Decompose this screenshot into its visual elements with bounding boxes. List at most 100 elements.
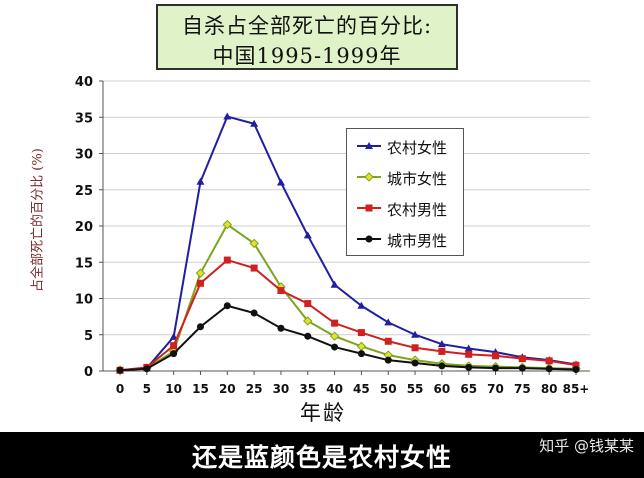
data-point-urban-female [303,316,313,326]
legend-marker-rural-female [365,142,373,149]
data-point-rural-female [437,340,446,348]
data-point-urban-male [170,350,178,358]
y-axis-label: 占全部死亡的百分比 (%) [30,148,46,292]
data-point-rural-male [572,361,580,369]
x-tick-label: 85+ [563,382,590,396]
series-line-urban-male [119,304,577,372]
legend-label-urban-female: 城市女性 [387,170,448,188]
x-tick-label: 10 [165,382,182,396]
x-tick-label: 70 [487,382,504,396]
data-point-rural-female [330,280,339,288]
legend-label-urban-male: 城市男性 [387,232,448,250]
data-point-rural-male [438,347,446,355]
x-tick-label: 65 [460,382,477,396]
data-point-urban-male [116,366,124,374]
data-point-rural-female [169,332,178,340]
legend-swatch-rural-male [357,204,381,212]
data-point-urban-male [277,324,285,332]
data-point-urban-female [222,219,233,230]
data-point-urban-male [357,350,365,358]
data-point-rural-female [223,112,232,120]
data-point-rural-male [304,300,312,308]
x-tick-label: 80 [541,382,558,396]
data-point-rural-male [465,350,473,358]
watermark: 知乎 @钱某某 [539,437,634,455]
caption-bar: 还是蓝颜色是农村女性 知乎 @钱某某 [0,432,644,478]
series-line-rural-male [119,258,577,372]
data-point-urban-male [438,362,446,370]
data-point-rural-male [384,337,392,345]
legend-swatch-urban-female [357,172,381,182]
data-point-rural-male [170,342,178,350]
legend-label-rural-female: 农村女性 [387,139,448,157]
y-tick-label: 30 [75,148,93,163]
data-point-rural-female [411,330,420,338]
data-point-rural-male [492,352,500,360]
y-tick-label: 10 [75,293,93,308]
chart-title-box: 自杀占全部死亡的百分比: 中国1995-1999年 [156,4,458,70]
data-point-urban-female [249,238,259,249]
chart-legend: 农村女性 城市女性 农村男性 城市男性 [346,128,464,256]
x-tick-label: 60 [434,382,451,396]
data-point-urban-male [411,359,419,367]
x-tick-label: 15 [192,382,209,396]
data-point-urban-male [572,366,580,374]
legend-marker-urban-male [365,235,373,243]
data-point-urban-female [195,268,206,278]
data-point-urban-male [384,356,392,364]
data-point-urban-male [250,309,258,317]
legend-label-rural-male: 农村男性 [387,201,448,219]
data-point-rural-female [357,301,366,309]
data-point-rural-female [196,177,205,185]
data-point-rural-male [277,287,285,295]
legend-swatch-rural-female [357,142,381,149]
x-tick-label: 75 [514,382,531,396]
y-tick-label: 40 [75,75,93,90]
data-point-urban-female [329,331,340,341]
data-point-urban-male [492,364,500,372]
x-tick-label: 40 [326,382,343,396]
y-tick-label: 35 [75,111,93,126]
data-point-urban-male [143,365,151,373]
data-point-urban-female [356,341,367,352]
data-point-rural-female [250,119,259,127]
line-chart: 0 5 10 15 20 25 30 35 40 0 5 10 15 20 25 30 35 40 45 50 55 60… [75,75,590,396]
data-point-urban-male [304,332,312,340]
data-point-urban-male [518,364,526,372]
legend-marker-urban-female [364,172,374,182]
data-point-urban-male [465,363,473,371]
data-point-urban-male [545,365,553,373]
data-point-rural-male [518,355,526,363]
x-tick-label: 25 [246,382,263,396]
x-tick-label: 45 [353,382,370,396]
x-axis-label: 年龄 [300,401,346,425]
x-tick-label: 35 [299,382,316,396]
data-point-rural-male [223,256,231,264]
chart-title-line1: 自杀占全部死亡的百分比: [181,14,433,38]
chart-title-line2: 中国1995-1999年 [212,44,402,68]
data-point-rural-female [384,318,393,326]
legend-marker-rural-male [365,204,373,212]
legend-swatch-urban-male [357,235,381,243]
x-tick-label: 5 [143,382,151,396]
x-tick-label: 50 [380,382,397,396]
x-tick-label: 55 [407,382,424,396]
data-point-urban-male [196,323,204,331]
series-line-rural-female [119,115,577,372]
data-point-rural-male [357,329,365,337]
x-tick-label: 20 [219,382,236,396]
y-tick-label: 15 [75,256,93,271]
data-point-rural-female [303,231,312,239]
y-tick-label: 5 [84,329,93,344]
data-point-rural-male [545,357,553,365]
y-tick-label: 20 [75,220,93,235]
data-point-rural-male [196,279,204,287]
x-tick-label: 30 [273,382,290,396]
data-point-rural-female [464,344,473,352]
data-point-rural-male [331,319,339,327]
y-tick-label: 25 [75,184,93,199]
y-tick-label: 0 [84,365,93,380]
data-point-urban-male [331,343,339,351]
caption-text: 还是蓝颜色是农村女性 [191,443,452,472]
data-point-rural-male [411,344,419,352]
